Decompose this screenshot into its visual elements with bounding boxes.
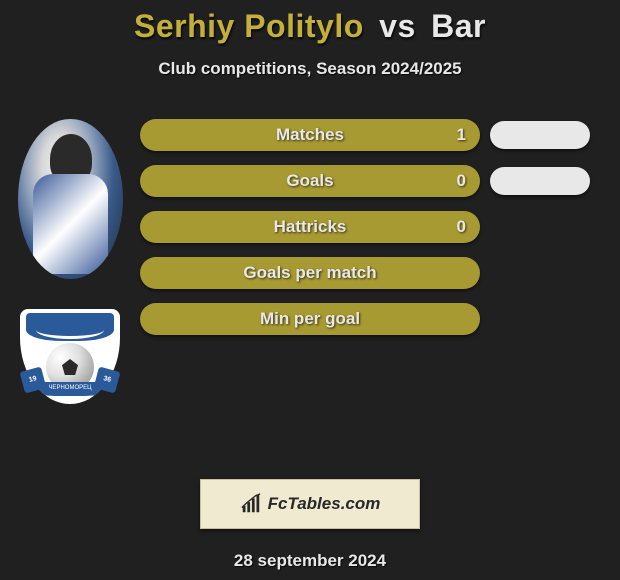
stat-row: Hattricks0 — [140, 211, 620, 243]
player1-bar: Min per goal — [140, 303, 480, 335]
stat-label: Min per goal — [140, 309, 480, 329]
title-vs: vs — [379, 8, 416, 44]
subtitle: Club competitions, Season 2024/2025 — [0, 59, 620, 79]
player1-bar: Goals per match — [140, 257, 480, 289]
title-player1: Serhiy Politylo — [134, 8, 364, 44]
chart-icon — [240, 493, 262, 515]
stat-value-p1: 1 — [457, 125, 466, 145]
page-title: Serhiy Politylo vs Bar — [0, 0, 620, 45]
stat-row: Goals0 — [140, 165, 620, 197]
player2-bar — [490, 167, 590, 195]
stat-row: Matches1 — [140, 119, 620, 151]
title-player2: Bar — [431, 8, 486, 44]
player1-bar: Goals0 — [140, 165, 480, 197]
stat-value-p1: 0 — [457, 171, 466, 191]
stats-column: Matches1Goals0Hattricks0Goals per matchM… — [140, 119, 620, 409]
branding-text: FcTables.com — [268, 494, 381, 514]
player2-bar — [490, 121, 590, 149]
club-logo: ЧЕРНОМОРЕЦ 19 36 — [20, 309, 120, 409]
branding-badge: FcTables.com — [200, 479, 420, 529]
left-column: ЧЕРНОМОРЕЦ 19 36 — [0, 119, 140, 409]
stat-row: Goals per match — [140, 257, 620, 289]
player-photo — [18, 119, 123, 279]
stat-label: Goals per match — [140, 263, 480, 283]
stat-label: Hattricks — [140, 217, 480, 237]
stat-label: Goals — [140, 171, 480, 191]
shield-icon: ЧЕРНОМОРЕЦ 19 36 — [20, 309, 120, 409]
main-area: ЧЕРНОМОРЕЦ 19 36 Matches1Goals0Hattricks… — [0, 119, 620, 409]
player1-bar: Hattricks0 — [140, 211, 480, 243]
stat-row: Min per goal — [140, 303, 620, 335]
player1-bar: Matches1 — [140, 119, 480, 151]
date-text: 28 september 2024 — [0, 551, 620, 571]
stat-value-p1: 0 — [457, 217, 466, 237]
stat-label: Matches — [140, 125, 480, 145]
